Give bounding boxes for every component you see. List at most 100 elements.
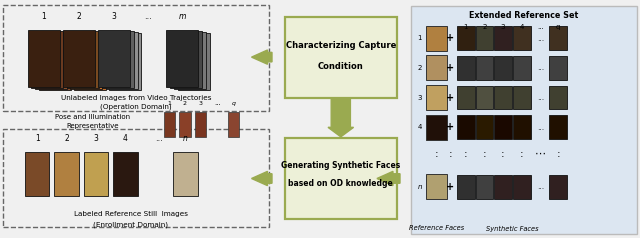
Bar	[549, 56, 567, 80]
Bar	[549, 86, 567, 109]
Bar	[106, 32, 138, 89]
Bar	[513, 26, 531, 50]
Text: 2: 2	[76, 12, 81, 21]
Bar	[228, 112, 239, 137]
Text: :: :	[435, 149, 438, 159]
Text: based on OD knowledge: based on OD knowledge	[289, 179, 393, 188]
Bar	[31, 31, 63, 88]
Bar	[457, 86, 475, 109]
Bar	[28, 30, 60, 87]
Bar	[98, 30, 130, 87]
Text: 1: 1	[41, 12, 46, 21]
Text: 3: 3	[198, 101, 202, 106]
Bar	[457, 26, 475, 50]
Text: +: +	[447, 182, 454, 192]
Bar	[25, 152, 49, 196]
Bar	[426, 115, 447, 140]
Bar	[426, 26, 447, 51]
Bar	[426, 85, 447, 110]
Text: Pose and Illumination: Pose and Illumination	[55, 114, 131, 120]
Text: Extended Reference Set: Extended Reference Set	[469, 11, 579, 20]
Bar	[63, 30, 95, 87]
Bar	[426, 174, 447, 199]
Text: 4: 4	[123, 134, 128, 143]
Text: Synthetic Faces: Synthetic Faces	[486, 225, 538, 232]
FancyBboxPatch shape	[411, 6, 637, 234]
Bar	[513, 175, 531, 199]
Text: (Enrollment Domain): (Enrollment Domain)	[93, 221, 168, 228]
Text: Characterizing Capture: Characterizing Capture	[285, 41, 396, 50]
Bar	[494, 86, 512, 109]
Bar	[170, 31, 202, 88]
Text: :: :	[556, 149, 560, 159]
Text: :: :	[483, 149, 486, 159]
FancyArrow shape	[252, 50, 272, 64]
Text: ...: ...	[537, 63, 545, 72]
Bar	[457, 175, 475, 199]
Text: q: q	[556, 24, 560, 30]
Text: +: +	[447, 63, 454, 73]
Bar	[174, 32, 206, 89]
Bar	[457, 115, 475, 139]
Text: 1: 1	[463, 24, 468, 30]
Bar	[67, 31, 99, 88]
Bar	[102, 31, 134, 88]
Text: ...: ...	[537, 93, 545, 102]
Bar	[74, 33, 106, 90]
Bar	[3, 129, 269, 227]
FancyBboxPatch shape	[285, 138, 397, 219]
FancyArrow shape	[377, 171, 400, 186]
Text: 2: 2	[183, 101, 187, 106]
Bar	[549, 115, 567, 139]
Text: 3: 3	[111, 12, 116, 21]
Text: 4: 4	[520, 24, 524, 30]
Bar	[476, 115, 493, 139]
Bar	[513, 115, 531, 139]
Text: 1: 1	[35, 134, 40, 143]
Text: :: :	[520, 149, 524, 159]
Text: ...: ...	[145, 12, 152, 21]
Bar	[166, 30, 198, 87]
Bar	[179, 112, 191, 137]
Bar	[476, 56, 493, 80]
FancyArrow shape	[328, 99, 354, 137]
FancyArrow shape	[252, 171, 272, 186]
Bar	[3, 5, 269, 111]
Text: 1: 1	[417, 35, 422, 41]
Text: ...: ...	[538, 24, 544, 30]
Text: 1: 1	[168, 101, 172, 106]
Text: n: n	[417, 184, 422, 190]
Text: ...: ...	[537, 123, 545, 132]
Bar	[195, 112, 206, 137]
Text: (Operation Domain): (Operation Domain)	[100, 104, 172, 110]
Bar	[109, 33, 141, 90]
Text: :: :	[464, 149, 468, 159]
Text: ...: ...	[155, 134, 163, 143]
Bar	[549, 26, 567, 50]
Bar	[113, 152, 138, 196]
Bar	[494, 56, 512, 80]
Bar	[178, 33, 210, 90]
Text: Generating Synthetic Faces: Generating Synthetic Faces	[281, 161, 401, 170]
Text: ...: ...	[214, 100, 221, 106]
Text: +: +	[447, 33, 454, 43]
Bar	[164, 112, 175, 137]
Text: Reference Faces: Reference Faces	[409, 225, 464, 232]
Bar	[39, 33, 71, 90]
Text: ...: ...	[537, 34, 545, 43]
Text: Unlabeled Images from Video Trajectories: Unlabeled Images from Video Trajectories	[61, 94, 211, 101]
Text: :: :	[501, 149, 505, 159]
FancyBboxPatch shape	[285, 17, 397, 98]
Text: 3: 3	[417, 94, 422, 101]
Text: :: :	[449, 149, 452, 159]
Bar	[476, 86, 493, 109]
Text: ...: ...	[537, 182, 545, 191]
Bar	[70, 32, 102, 89]
Text: n: n	[183, 134, 188, 143]
Bar	[494, 175, 512, 199]
Text: ⋯: ⋯	[535, 149, 547, 159]
Bar	[84, 152, 108, 196]
Bar	[513, 56, 531, 80]
Text: m: m	[179, 12, 186, 21]
Text: 2: 2	[483, 24, 486, 30]
